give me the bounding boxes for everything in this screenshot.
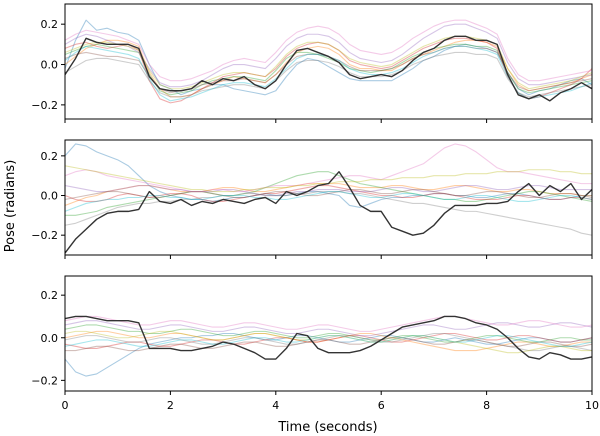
faded-series-line-8 bbox=[65, 191, 592, 236]
panel-1: −0.2 0.0 0.2 bbox=[31, 3, 593, 123]
panel-frame bbox=[64, 139, 593, 256]
faded-series-line-6 bbox=[65, 189, 592, 201]
faded-series-line-1 bbox=[65, 143, 592, 208]
y-tick-label: 0.2 bbox=[41, 18, 59, 31]
panel-frame bbox=[64, 275, 593, 392]
x-tick-label: 0 bbox=[62, 399, 69, 412]
faded-series-line-5 bbox=[65, 320, 592, 337]
y-axis-label: Pose (radians) bbox=[3, 160, 18, 253]
faded-series-line-9 bbox=[65, 35, 592, 90]
x-tick-label: 2 bbox=[167, 399, 174, 412]
faded-series-line-1 bbox=[65, 332, 592, 377]
faded-series-line-7 bbox=[65, 19, 592, 82]
y-tick-label: −0.2 bbox=[31, 229, 58, 242]
faded-series-line-7 bbox=[65, 143, 592, 193]
series-group bbox=[65, 315, 592, 377]
y-tick-label: 0.0 bbox=[41, 332, 59, 345]
y-tick-label: 0.2 bbox=[41, 289, 59, 302]
faded-series-line-2 bbox=[65, 39, 592, 98]
y-tick-label: 0.2 bbox=[41, 150, 59, 163]
faded-series-line-4 bbox=[65, 332, 592, 349]
series-group bbox=[65, 19, 592, 104]
series-group bbox=[65, 143, 592, 254]
faded-series-line-5 bbox=[65, 185, 592, 197]
x-tick-label: 6 bbox=[378, 399, 385, 412]
faded-series-line-9 bbox=[65, 330, 592, 354]
highlight-series-line bbox=[65, 171, 592, 254]
x-axis-label: Time (seconds) bbox=[277, 420, 377, 435]
panel-2: −0.2 0.0 0.2 bbox=[31, 139, 593, 259]
faded-series-line-6 bbox=[65, 337, 592, 352]
faded-series-line-4 bbox=[65, 185, 592, 203]
y-tick-label: −0.2 bbox=[31, 99, 58, 112]
panel-frame bbox=[64, 3, 593, 120]
panel-3: −0.2 0.0 0.2 0 2 4 6 8 10 bbox=[31, 275, 599, 412]
highlight-series-line bbox=[65, 315, 592, 360]
highlight-series-line bbox=[65, 35, 592, 102]
x-tick-label: 4 bbox=[272, 399, 279, 412]
faded-series-line-7 bbox=[65, 315, 592, 332]
faded-series-line-4 bbox=[65, 37, 592, 104]
x-tick-label: 8 bbox=[483, 399, 490, 412]
faded-series-line-5 bbox=[65, 23, 592, 88]
faded-series-line-8 bbox=[65, 332, 592, 352]
y-tick-label: 0.0 bbox=[41, 190, 59, 203]
faded-series-line-3 bbox=[65, 324, 592, 343]
x-tick-label: 10 bbox=[585, 399, 599, 412]
faded-series-line-3 bbox=[65, 171, 592, 216]
faded-series-line-8 bbox=[65, 51, 592, 98]
y-tick-label: −0.2 bbox=[31, 374, 58, 387]
panels: −0.2 0.0 0.2 −0.2 0.0 0.2 −0.2 0.0 0.2 0 2 4 6 8 10 bbox=[31, 3, 599, 412]
faded-series-line-2 bbox=[65, 330, 592, 352]
y-tick-label: 0.0 bbox=[41, 59, 59, 72]
